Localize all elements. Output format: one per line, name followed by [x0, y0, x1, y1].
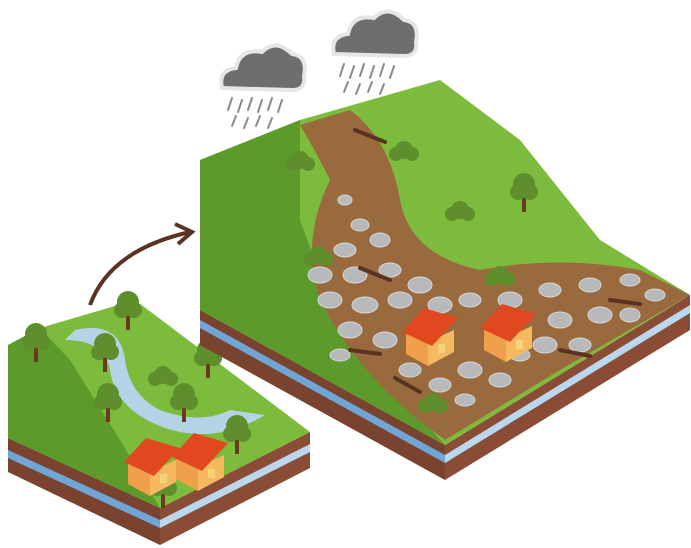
- rocks: [307, 194, 666, 407]
- arrow: [88, 230, 191, 306]
- arrow-head: [174, 222, 196, 246]
- logs: [348, 128, 642, 394]
- large-block: [200, 80, 690, 480]
- small-block: [8, 291, 310, 545]
